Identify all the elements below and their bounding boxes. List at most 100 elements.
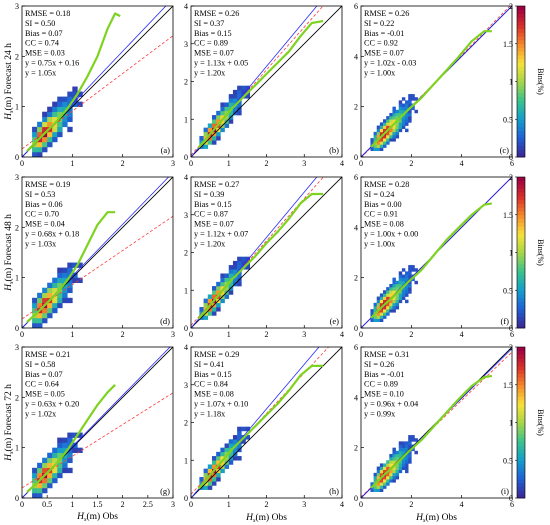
colorbar-tick-label: 0	[509, 324, 513, 333]
density-cell	[389, 112, 393, 117]
stat-line: Bias = 0.15	[194, 200, 232, 209]
density-cell	[386, 138, 390, 142]
density-cell	[405, 271, 409, 275]
density-cell	[241, 426, 246, 432]
stat-line: MSE = 0.03	[25, 49, 65, 58]
density-cell	[398, 441, 403, 445]
identity-line	[191, 347, 342, 498]
density-cell	[37, 472, 43, 479]
colorbar-segment	[517, 263, 525, 268]
x-tick-label: 4	[460, 500, 464, 509]
stat-line: RMSE = 0.28	[364, 180, 409, 189]
density-cell	[228, 451, 234, 457]
colorbar-segment	[517, 260, 525, 265]
density-cell	[405, 274, 409, 278]
x-tick-label: 4	[340, 500, 344, 509]
stat-line: RMSE = 0.31	[364, 350, 409, 359]
density-cell	[245, 426, 251, 432]
colorbar: 0 0.5 1 1.5 2 Bins(%)	[503, 173, 545, 333]
density-cell	[405, 460, 409, 464]
density-cell	[207, 464, 213, 469]
x-tick-label: 0	[359, 330, 363, 339]
colorbar-segment	[517, 467, 525, 472]
density-cell	[67, 282, 73, 289]
density-cell	[398, 469, 403, 474]
colorbar-segment	[517, 73, 525, 79]
colorbar-segment	[517, 286, 525, 291]
density-cell	[211, 294, 217, 299]
density-cell	[370, 312, 374, 316]
colorbar-segment	[517, 403, 525, 408]
density-cell	[220, 102, 225, 107]
stat-line: Bias = 0.06	[25, 200, 63, 209]
density-cell	[216, 119, 221, 124]
density-cell	[379, 482, 384, 486]
colorbar-segment	[517, 9, 525, 14]
x-tick-label: 6	[510, 330, 514, 339]
density-cell	[411, 277, 415, 282]
colorbar-segment	[517, 354, 525, 359]
density-cell	[395, 122, 400, 126]
x-tick-label: 2	[121, 500, 125, 509]
density-cell	[52, 447, 58, 453]
x-tick-label: 2	[121, 330, 125, 339]
colorbar-segment	[517, 294, 525, 299]
density-cell	[376, 482, 381, 486]
reference-lines	[361, 6, 512, 157]
density-cell	[376, 144, 381, 148]
x-tick-label: 2	[265, 500, 269, 509]
density-cell	[389, 122, 393, 126]
density-cell	[398, 453, 403, 458]
stat-line: y = 1.00x	[364, 239, 395, 248]
density-cell	[203, 485, 209, 490]
colorbar-segment	[517, 100, 525, 105]
density-cell	[77, 91, 83, 97]
colorbar-tick-label: 0	[509, 494, 513, 503]
density-cell	[228, 460, 234, 465]
density-cell	[389, 309, 393, 313]
density-cell	[47, 462, 53, 469]
density-cell	[220, 115, 225, 120]
binned-mean-line	[370, 30, 492, 148]
x-tick-label: 3	[171, 500, 175, 509]
colorbar-segment	[517, 180, 525, 185]
colorbar-segment	[517, 222, 525, 227]
density-cell	[383, 144, 387, 148]
density-cell	[398, 277, 403, 282]
density-cell	[52, 297, 58, 304]
density-cell	[411, 268, 415, 272]
density-cell	[401, 280, 406, 285]
density-cell	[392, 296, 396, 300]
colorbar-tick-label: 1.5	[503, 381, 513, 390]
x-tick-label: 1	[227, 159, 231, 168]
density-cell	[203, 472, 209, 478]
density-cell	[376, 147, 381, 152]
density-cell	[395, 302, 400, 307]
density-cell	[405, 299, 409, 304]
reference-lines	[361, 177, 512, 328]
panel-label: (i)	[501, 486, 509, 496]
density-cell	[398, 280, 403, 285]
density-cell	[220, 468, 225, 474]
density-cell	[379, 131, 384, 136]
reference-lines	[191, 347, 342, 498]
density-cell	[62, 467, 68, 474]
density-cell	[408, 100, 412, 104]
x-tick-label: 3	[302, 500, 306, 509]
density-cell	[211, 481, 217, 486]
density-cell	[386, 134, 390, 139]
stat-line: RMSE = 0.27	[194, 180, 239, 189]
colorbar-segment	[517, 441, 525, 446]
y-axis-label: Hs(m) Forecast 24 h	[3, 43, 15, 121]
colorbar-segment	[517, 384, 525, 389]
density-cell	[211, 460, 217, 465]
density-cell	[379, 315, 384, 319]
density-cell	[379, 466, 384, 470]
colorbar-segment	[517, 267, 525, 272]
colorbar-tick-label: 0	[509, 153, 513, 162]
density-cell	[386, 122, 390, 126]
density-cell	[47, 307, 53, 314]
density-cell	[386, 290, 390, 294]
